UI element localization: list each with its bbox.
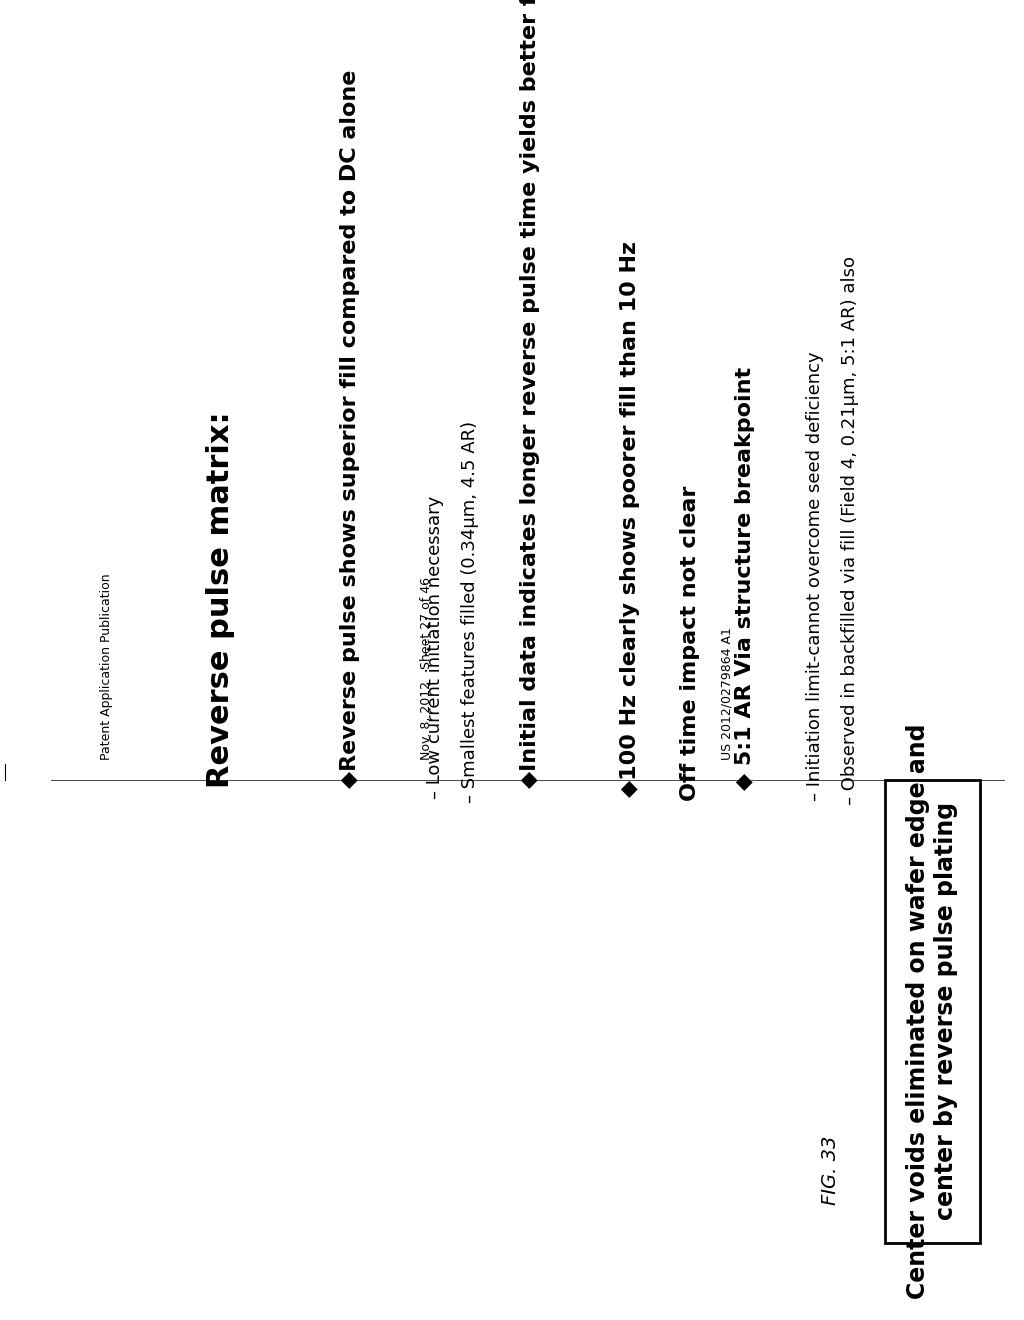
Text: Reverse pulse matrix:: Reverse pulse matrix: (206, 412, 234, 788)
Text: – Initiation limit-cannot overcome seed deficiency: – Initiation limit-cannot overcome seed … (806, 351, 824, 801)
Text: Nov. 8, 2012   Sheet 27 of 46: Nov. 8, 2012 Sheet 27 of 46 (420, 577, 433, 760)
Text: Off time impact not clear: Off time impact not clear (680, 486, 700, 801)
Text: – Smallest features filled (0.34μm, 4.5 AR): – Smallest features filled (0.34μm, 4.5 … (461, 421, 479, 803)
Text: – Observed in backfilled via fill (Field 4, 0.21μm, 5:1 AR) also: – Observed in backfilled via fill (Field… (841, 256, 859, 805)
Text: ◆Reverse pulse shows superior fill compared to DC alone: ◆Reverse pulse shows superior fill compa… (340, 70, 360, 788)
Text: FIG. 33: FIG. 33 (820, 1135, 840, 1205)
Text: ◆Initial data indicates longer reverse pulse time yields better fill: ◆Initial data indicates longer reverse p… (520, 0, 540, 788)
Text: – Low current initiation necessary: – Low current initiation necessary (426, 495, 444, 799)
Text: ◆ 5:1 AR Via structure breakpoint: ◆ 5:1 AR Via structure breakpoint (735, 367, 755, 791)
Text: US 2012/0279864 A1: US 2012/0279864 A1 (720, 627, 733, 760)
Text: Center voids eliminated on wafer edge and center by reverse pulse plating: Center voids eliminated on wafer edge an… (906, 723, 957, 1299)
Text: ◆100 Hz clearly shows poorer fill than 10 Hz: ◆100 Hz clearly shows poorer fill than 1… (620, 240, 640, 797)
FancyBboxPatch shape (885, 780, 980, 1243)
Text: Patent Application Publication: Patent Application Publication (100, 574, 113, 760)
